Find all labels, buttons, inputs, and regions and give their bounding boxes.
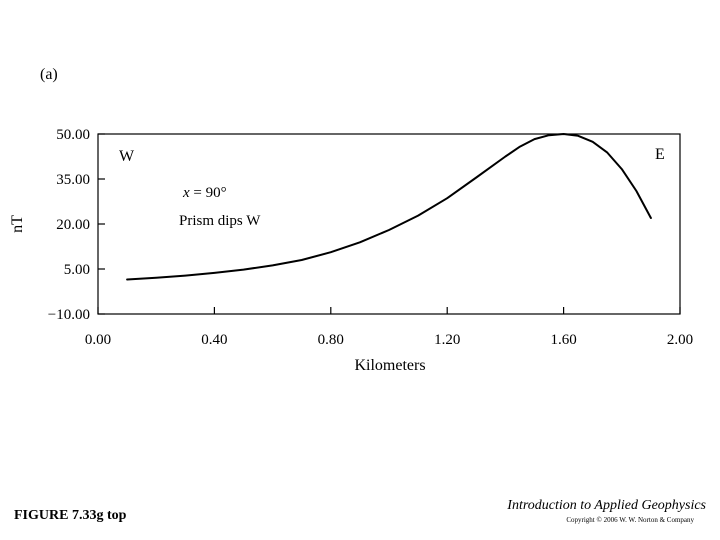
annotation-angle: x = 90° bbox=[182, 185, 227, 201]
y-tick-label: 50.00 bbox=[56, 127, 90, 143]
angle-value: = 90° bbox=[190, 185, 227, 201]
book-title: Introduction to Applied Geophysics bbox=[507, 498, 706, 513]
x-tick-label: 0.40 bbox=[201, 332, 227, 348]
x-tick-label: 0.80 bbox=[318, 332, 344, 348]
figure-label: FIGURE 7.33g top bbox=[14, 508, 127, 523]
series-group bbox=[126, 133, 652, 281]
y-tick-label: 20.00 bbox=[56, 217, 90, 233]
x-axis-label: Kilometers bbox=[354, 357, 425, 374]
y-tick-label: 5.00 bbox=[64, 262, 90, 278]
copyright-notice: Copyright © 2006 W. W. Norton & Company bbox=[566, 516, 694, 524]
y-tick-label: 35.00 bbox=[56, 172, 90, 188]
x-tick-label: 1.60 bbox=[550, 332, 576, 348]
annotation-east: E bbox=[655, 146, 665, 163]
x-tick-label: 0.00 bbox=[85, 332, 111, 348]
panel-label: (a) bbox=[40, 66, 58, 83]
y-axis-label: nT bbox=[9, 215, 26, 233]
series-line bbox=[126, 133, 652, 281]
angle-variable: x bbox=[182, 185, 190, 201]
y-axis: 50.00 35.00 20.00 5.00 −10.00 bbox=[48, 127, 105, 323]
annotation-note: Prism dips W bbox=[179, 213, 261, 229]
y-tick-label: −10.00 bbox=[48, 307, 90, 323]
x-axis: 0.00 0.40 0.80 1.20 1.60 2.00 bbox=[85, 307, 693, 348]
x-tick-label: 2.00 bbox=[667, 332, 693, 348]
annotation-west: W bbox=[119, 148, 135, 165]
x-tick-label: 1.20 bbox=[434, 332, 460, 348]
